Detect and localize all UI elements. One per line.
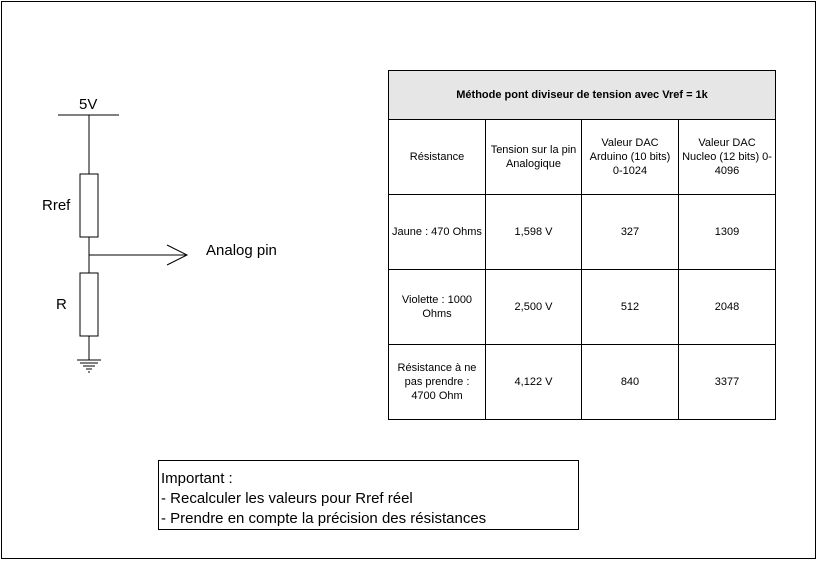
- supply-label: 5V: [79, 96, 98, 113]
- r-label: R: [56, 296, 67, 313]
- table-title: Méthode pont diviseur de tension avec Vr…: [387, 70, 777, 120]
- note-line: - Recalculer les valeurs pour Rref réel: [161, 490, 413, 507]
- rref-label: Rref: [42, 197, 71, 214]
- rref-resistor: [79, 173, 99, 238]
- cell-nucleo: 3377: [677, 344, 777, 420]
- r-resistor: [79, 272, 99, 337]
- output-arrow-head: [166, 244, 189, 266]
- cell-nucleo: 2048: [677, 269, 777, 345]
- cell-resistance: Jaune : 470 Ohms: [388, 194, 486, 270]
- note-heading: Important :: [161, 470, 233, 487]
- header-voltage: Tension sur la pin Analogique: [485, 119, 582, 195]
- cell-arduino: 840: [581, 344, 679, 420]
- table-row: Jaune : 470 Ohms 1,598 V 327 1309: [388, 194, 777, 270]
- cell-voltage: 1,598 V: [485, 194, 582, 270]
- ground-symbol: [77, 359, 101, 373]
- header-resistance: Résistance: [388, 119, 486, 195]
- header-nucleo-dac: Valeur DAC Nucleo (12 bits) 0-4096: [677, 119, 777, 195]
- cell-voltage: 2,500 V: [485, 269, 582, 345]
- table-header-row: Résistance Tension sur la pin Analogique…: [388, 119, 777, 195]
- cell-voltage: 4,122 V: [485, 344, 582, 420]
- cell-nucleo: 1309: [677, 194, 777, 270]
- cell-arduino: 512: [581, 269, 679, 345]
- dac-values-table: Méthode pont diviseur de tension avec Vr…: [387, 70, 777, 420]
- note-line: - Prendre en compte la précision des rés…: [161, 510, 487, 527]
- important-note: Important : - Recalculer les valeurs pou…: [158, 460, 579, 530]
- table-row: Violette : 1000 Ohms 2,500 V 512 2048: [388, 269, 777, 345]
- cell-arduino: 327: [581, 194, 679, 270]
- header-arduino-dac: Valeur DAC Arduino (10 bits) 0-1024: [581, 119, 679, 195]
- cell-resistance: Résistance à ne pas prendre : 4700 Ohm: [388, 344, 486, 420]
- table-row: Résistance à ne pas prendre : 4700 Ohm 4…: [388, 344, 777, 420]
- cell-resistance: Violette : 1000 Ohms: [388, 269, 486, 345]
- analog-pin-label: Analog pin: [206, 242, 277, 259]
